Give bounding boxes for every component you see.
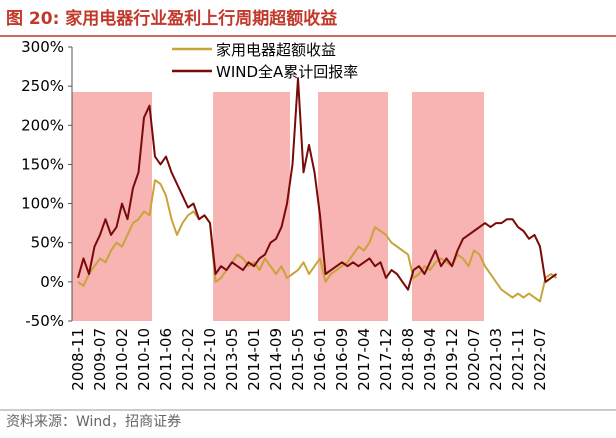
x-tick-label: 2014-01 xyxy=(245,328,263,391)
shaded-periods xyxy=(72,92,484,321)
x-tick-label: 2019-04 xyxy=(421,328,439,391)
x-tick-label: 2010-02 xyxy=(113,328,131,391)
x-tick-label: 2018-08 xyxy=(399,328,417,391)
shaded-period xyxy=(412,92,484,321)
series-line xyxy=(77,77,558,291)
x-tick-label: 2014-09 xyxy=(267,328,285,391)
y-tick-label: 250% xyxy=(21,77,64,95)
x-tick-label: 2013-05 xyxy=(223,328,241,391)
series-line xyxy=(77,179,558,303)
shaded-period xyxy=(213,92,290,321)
x-tick-label: 2017-04 xyxy=(355,328,373,391)
y-tick-label: 150% xyxy=(21,155,64,173)
y-tick-label: 50% xyxy=(31,234,64,252)
x-tick-label: 2016-09 xyxy=(333,328,351,391)
x-tick-label: 2011-06 xyxy=(157,328,175,391)
x-tick-label: 2020-07 xyxy=(465,328,483,391)
x-tick-label: 2017-12 xyxy=(377,328,395,391)
x-tick-label: 2021-11 xyxy=(509,328,527,391)
x-tick-label: 2019-12 xyxy=(443,328,461,391)
chart-title: 图 20: 家用电器行业盈利上行周期超额收益 xyxy=(6,8,337,29)
x-tick-label: 2016-01 xyxy=(311,328,329,391)
x-tick-label: 2015-05 xyxy=(289,328,307,391)
y-tick-label: 300% xyxy=(21,38,64,56)
y-tick-label: 0% xyxy=(40,273,64,291)
x-tick-label: 2010-10 xyxy=(135,328,153,391)
x-tick-label: 2009-07 xyxy=(91,328,109,391)
shaded-period xyxy=(318,92,388,321)
legend-label: 家用电器超额收益 xyxy=(216,41,336,59)
x-tick-label: 2022-07 xyxy=(531,328,549,391)
y-tick-label: 100% xyxy=(21,195,64,213)
x-tick-label: 2021-03 xyxy=(487,328,505,391)
x-tick-label: 2012-02 xyxy=(179,328,197,391)
source: 资料来源：Wind，招商证券 xyxy=(6,414,181,430)
y-tick-label: -50% xyxy=(25,312,64,330)
x-tick-label: 2012-10 xyxy=(201,328,219,391)
y-tick-label: 200% xyxy=(21,116,64,134)
x-tick-label: 2008-11 xyxy=(69,328,87,391)
legend-label: WIND全A累计回报率 xyxy=(216,63,358,81)
